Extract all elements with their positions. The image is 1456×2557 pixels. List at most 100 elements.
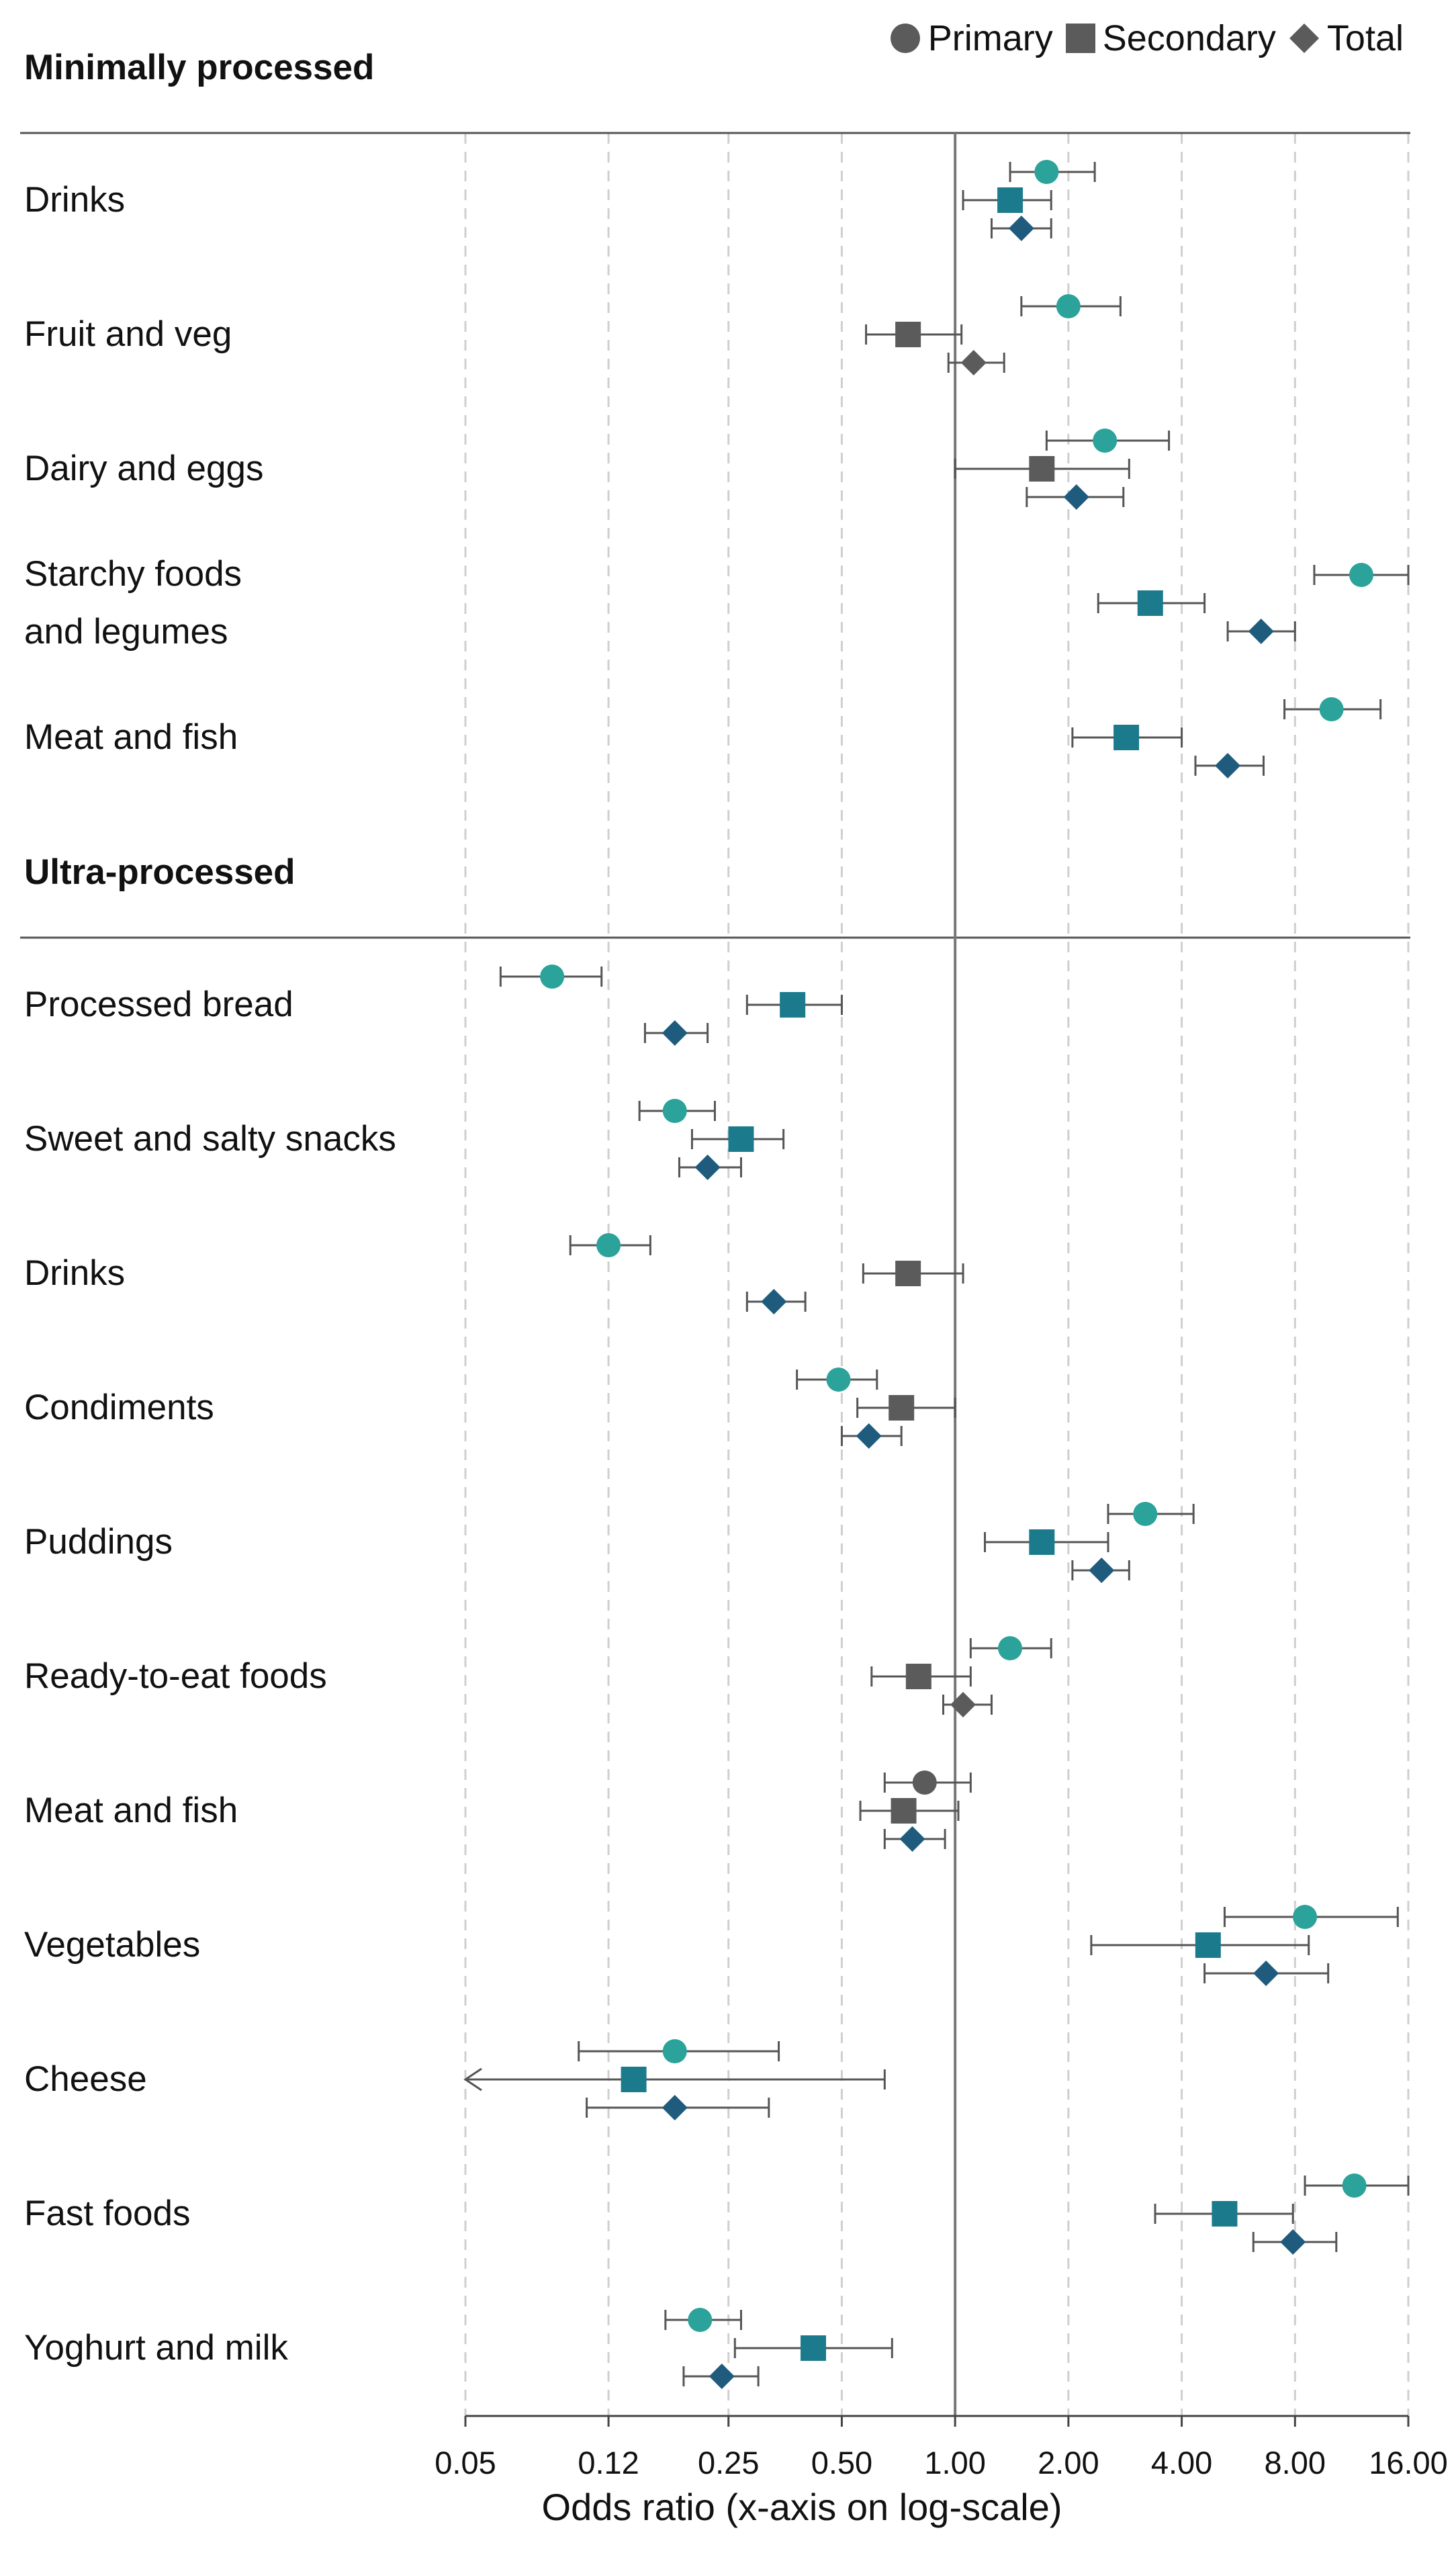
point-square — [621, 2067, 647, 2092]
point-circle — [1093, 429, 1118, 453]
estimate-primary — [664, 2308, 742, 2332]
row-label: Meat and fish — [24, 717, 238, 757]
row-label: Cheese — [24, 2059, 147, 2099]
legend-circle-icon — [890, 24, 920, 53]
point-square — [1113, 725, 1140, 750]
row-label: Processed bread — [24, 985, 293, 1024]
estimate-total — [682, 2364, 760, 2389]
point-diamond — [1063, 484, 1089, 510]
x-axis-title-text: Odds ratio (x-axis on log-scale) — [541, 2486, 1062, 2528]
row-label-line: Starchy foods — [24, 554, 242, 594]
row-label: Drinks — [24, 1253, 126, 1293]
x-tick-label: 8.00 — [1265, 2445, 1326, 2480]
section-title-minimally-processed: Minimally processed — [24, 48, 375, 87]
estimate-secondary — [859, 1798, 960, 1824]
point-circle — [998, 1636, 1023, 1660]
estimate-primary — [1045, 429, 1171, 453]
estimate-primary — [1283, 697, 1382, 721]
estimate-total — [1226, 619, 1296, 644]
point-square — [1195, 1932, 1221, 1958]
row-label: Starchy foods and legumes — [24, 545, 242, 661]
estimate-total — [745, 1289, 807, 1314]
point-square — [780, 992, 806, 1018]
point-square — [889, 1395, 915, 1421]
ci-arrow — [463, 2067, 482, 2092]
point-square — [1029, 1529, 1055, 1555]
point-circle — [1349, 563, 1373, 587]
point-square — [891, 1798, 917, 1824]
estimate-primary — [883, 1770, 972, 1795]
estimate-secondary — [856, 1395, 956, 1421]
estimate-secondary — [862, 1261, 964, 1286]
point-circle — [1342, 2173, 1367, 2198]
section-title-ultra-processed: Ultra-processed — [24, 852, 295, 892]
point-diamond — [1280, 2229, 1306, 2255]
point-circle — [1056, 294, 1081, 318]
x-tick-label: 1.00 — [924, 2445, 985, 2480]
estimate-secondary — [1090, 1932, 1310, 1958]
row-label: Yoghurt and milk — [24, 2328, 288, 2368]
estimate-primary — [499, 965, 603, 989]
point-circle — [596, 1233, 621, 1257]
legend: Primary Secondary Total — [884, 17, 1404, 59]
estimate-secondary — [954, 456, 1130, 482]
point-square — [1029, 456, 1055, 482]
x-tick-label: 2.00 — [1038, 2445, 1099, 2480]
estimate-total — [1203, 1961, 1330, 1986]
estimate-secondary — [865, 322, 963, 347]
estimate-secondary — [733, 2335, 893, 2361]
point-circle — [662, 2039, 687, 2063]
point-diamond — [709, 2364, 735, 2389]
x-tick-label: 0.05 — [435, 2445, 496, 2480]
point-diamond — [694, 1155, 721, 1180]
point-circle — [662, 1099, 687, 1123]
legend-item-total: Total — [1288, 17, 1404, 59]
point-square — [997, 187, 1023, 213]
row-label: Fast foods — [24, 2194, 191, 2233]
estimate-secondary — [463, 2067, 886, 2092]
estimate-secondary — [1154, 2201, 1294, 2227]
estimate-primary — [638, 1099, 716, 1123]
estimate-total — [840, 1423, 903, 1449]
estimate-secondary — [962, 187, 1052, 213]
point-diamond — [856, 1423, 882, 1449]
estimate-total — [678, 1155, 742, 1180]
point-square — [801, 2335, 827, 2361]
point-diamond — [761, 1289, 787, 1314]
legend-diamond-icon — [1289, 24, 1319, 53]
point-diamond — [662, 1020, 688, 1046]
point-square — [905, 1664, 931, 1689]
estimate-total — [1194, 753, 1265, 778]
estimate-primary — [796, 1367, 878, 1392]
estimate-total — [883, 1826, 946, 1852]
legend-label-primary: Primary — [927, 18, 1053, 58]
estimate-primary — [969, 1636, 1052, 1660]
point-circle — [1034, 160, 1059, 184]
row-label: Ready-to-eat foods — [24, 1656, 327, 1696]
point-circle — [1293, 1905, 1318, 1929]
legend-square-icon — [1065, 24, 1095, 53]
point-circle — [1319, 697, 1344, 721]
estimate-secondary — [1071, 725, 1183, 750]
estimate-primary — [1107, 1502, 1195, 1526]
row-label: Drinks — [24, 180, 126, 220]
legend-label-total: Total — [1326, 18, 1404, 58]
gridlines — [464, 133, 1410, 2416]
estimate-secondary — [745, 992, 843, 1018]
row-label: Puddings — [24, 1522, 173, 1562]
x-tick-label: 16.00 — [1369, 2445, 1448, 2480]
x-axis: 0.05 0.12 0.25 0.50 1.00 2.00 4.00 8.00 16.00 — [435, 2415, 1448, 2480]
point-square — [1212, 2201, 1238, 2227]
row-label: Sweet and salty snacks — [24, 1119, 396, 1159]
x-tick-label: 4.00 — [1151, 2445, 1212, 2480]
point-diamond — [899, 1826, 925, 1852]
point-diamond — [950, 1692, 976, 1717]
estimate-total — [947, 350, 1005, 375]
x-tick-label: 0.50 — [811, 2445, 872, 2480]
estimate-total — [990, 216, 1052, 241]
point-square — [728, 1126, 754, 1152]
estimate-secondary — [870, 1664, 972, 1689]
point-square — [895, 1261, 921, 1286]
point-square — [1137, 590, 1163, 616]
point-diamond — [1253, 1961, 1279, 1986]
